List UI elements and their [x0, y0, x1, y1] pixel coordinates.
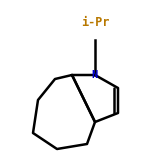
Text: i-Pr: i-Pr [81, 15, 109, 29]
Text: N: N [92, 70, 98, 80]
